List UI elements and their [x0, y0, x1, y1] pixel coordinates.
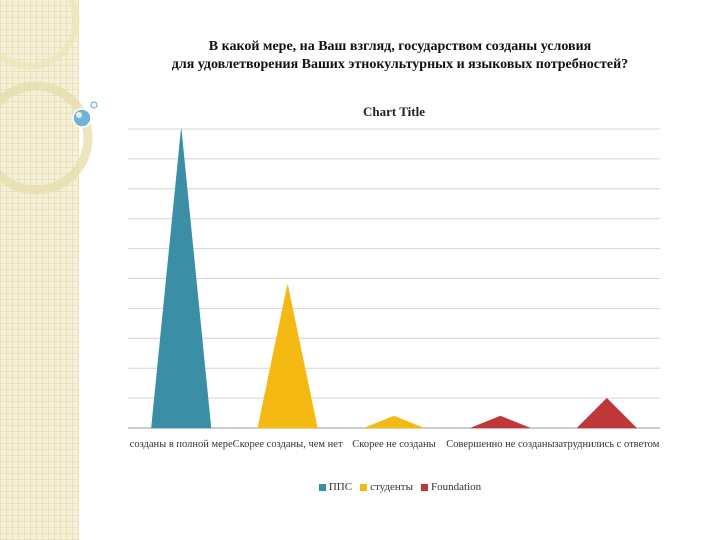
legend-label: Foundation — [431, 481, 482, 493]
legend-item: Foundation — [421, 481, 481, 493]
category-label: затруднились с ответом — [554, 439, 660, 450]
category-label: Скорее не созданы — [352, 439, 436, 450]
category-label: Совершенно не созданы — [446, 439, 555, 450]
legend-swatch — [360, 483, 368, 491]
data-mark-студенты-3 — [364, 415, 424, 429]
legend-swatch — [318, 483, 326, 491]
data-mark-ппс-1 — [151, 128, 212, 429]
legend-label: студенты — [370, 481, 414, 493]
data-mark-студенты-2 — [257, 284, 318, 429]
legend-item: ППС — [318, 481, 353, 493]
category-label: Скорее созданы, чем нет — [232, 439, 343, 450]
legend-label: ППС — [328, 481, 353, 493]
data-mark-foundation-4 — [470, 415, 531, 429]
chart-legend: ППС студенты Foundation — [200, 481, 600, 493]
chart-title: Chart Title — [363, 104, 425, 119]
legend-item: студенты — [360, 481, 413, 493]
slide-title-line-1: В какой мере, на Ваш взгляд, государство… — [208, 39, 592, 54]
data-mark-foundation-5 — [576, 397, 638, 429]
legend-swatch — [421, 483, 429, 491]
category-label: созданы в полной мере — [129, 439, 233, 450]
slide-title: В какой мере, на Ваш взгляд, государство… — [100, 38, 700, 74]
slide-title-line-2: для удовлетворения Ваших этнокультурных … — [171, 57, 629, 72]
